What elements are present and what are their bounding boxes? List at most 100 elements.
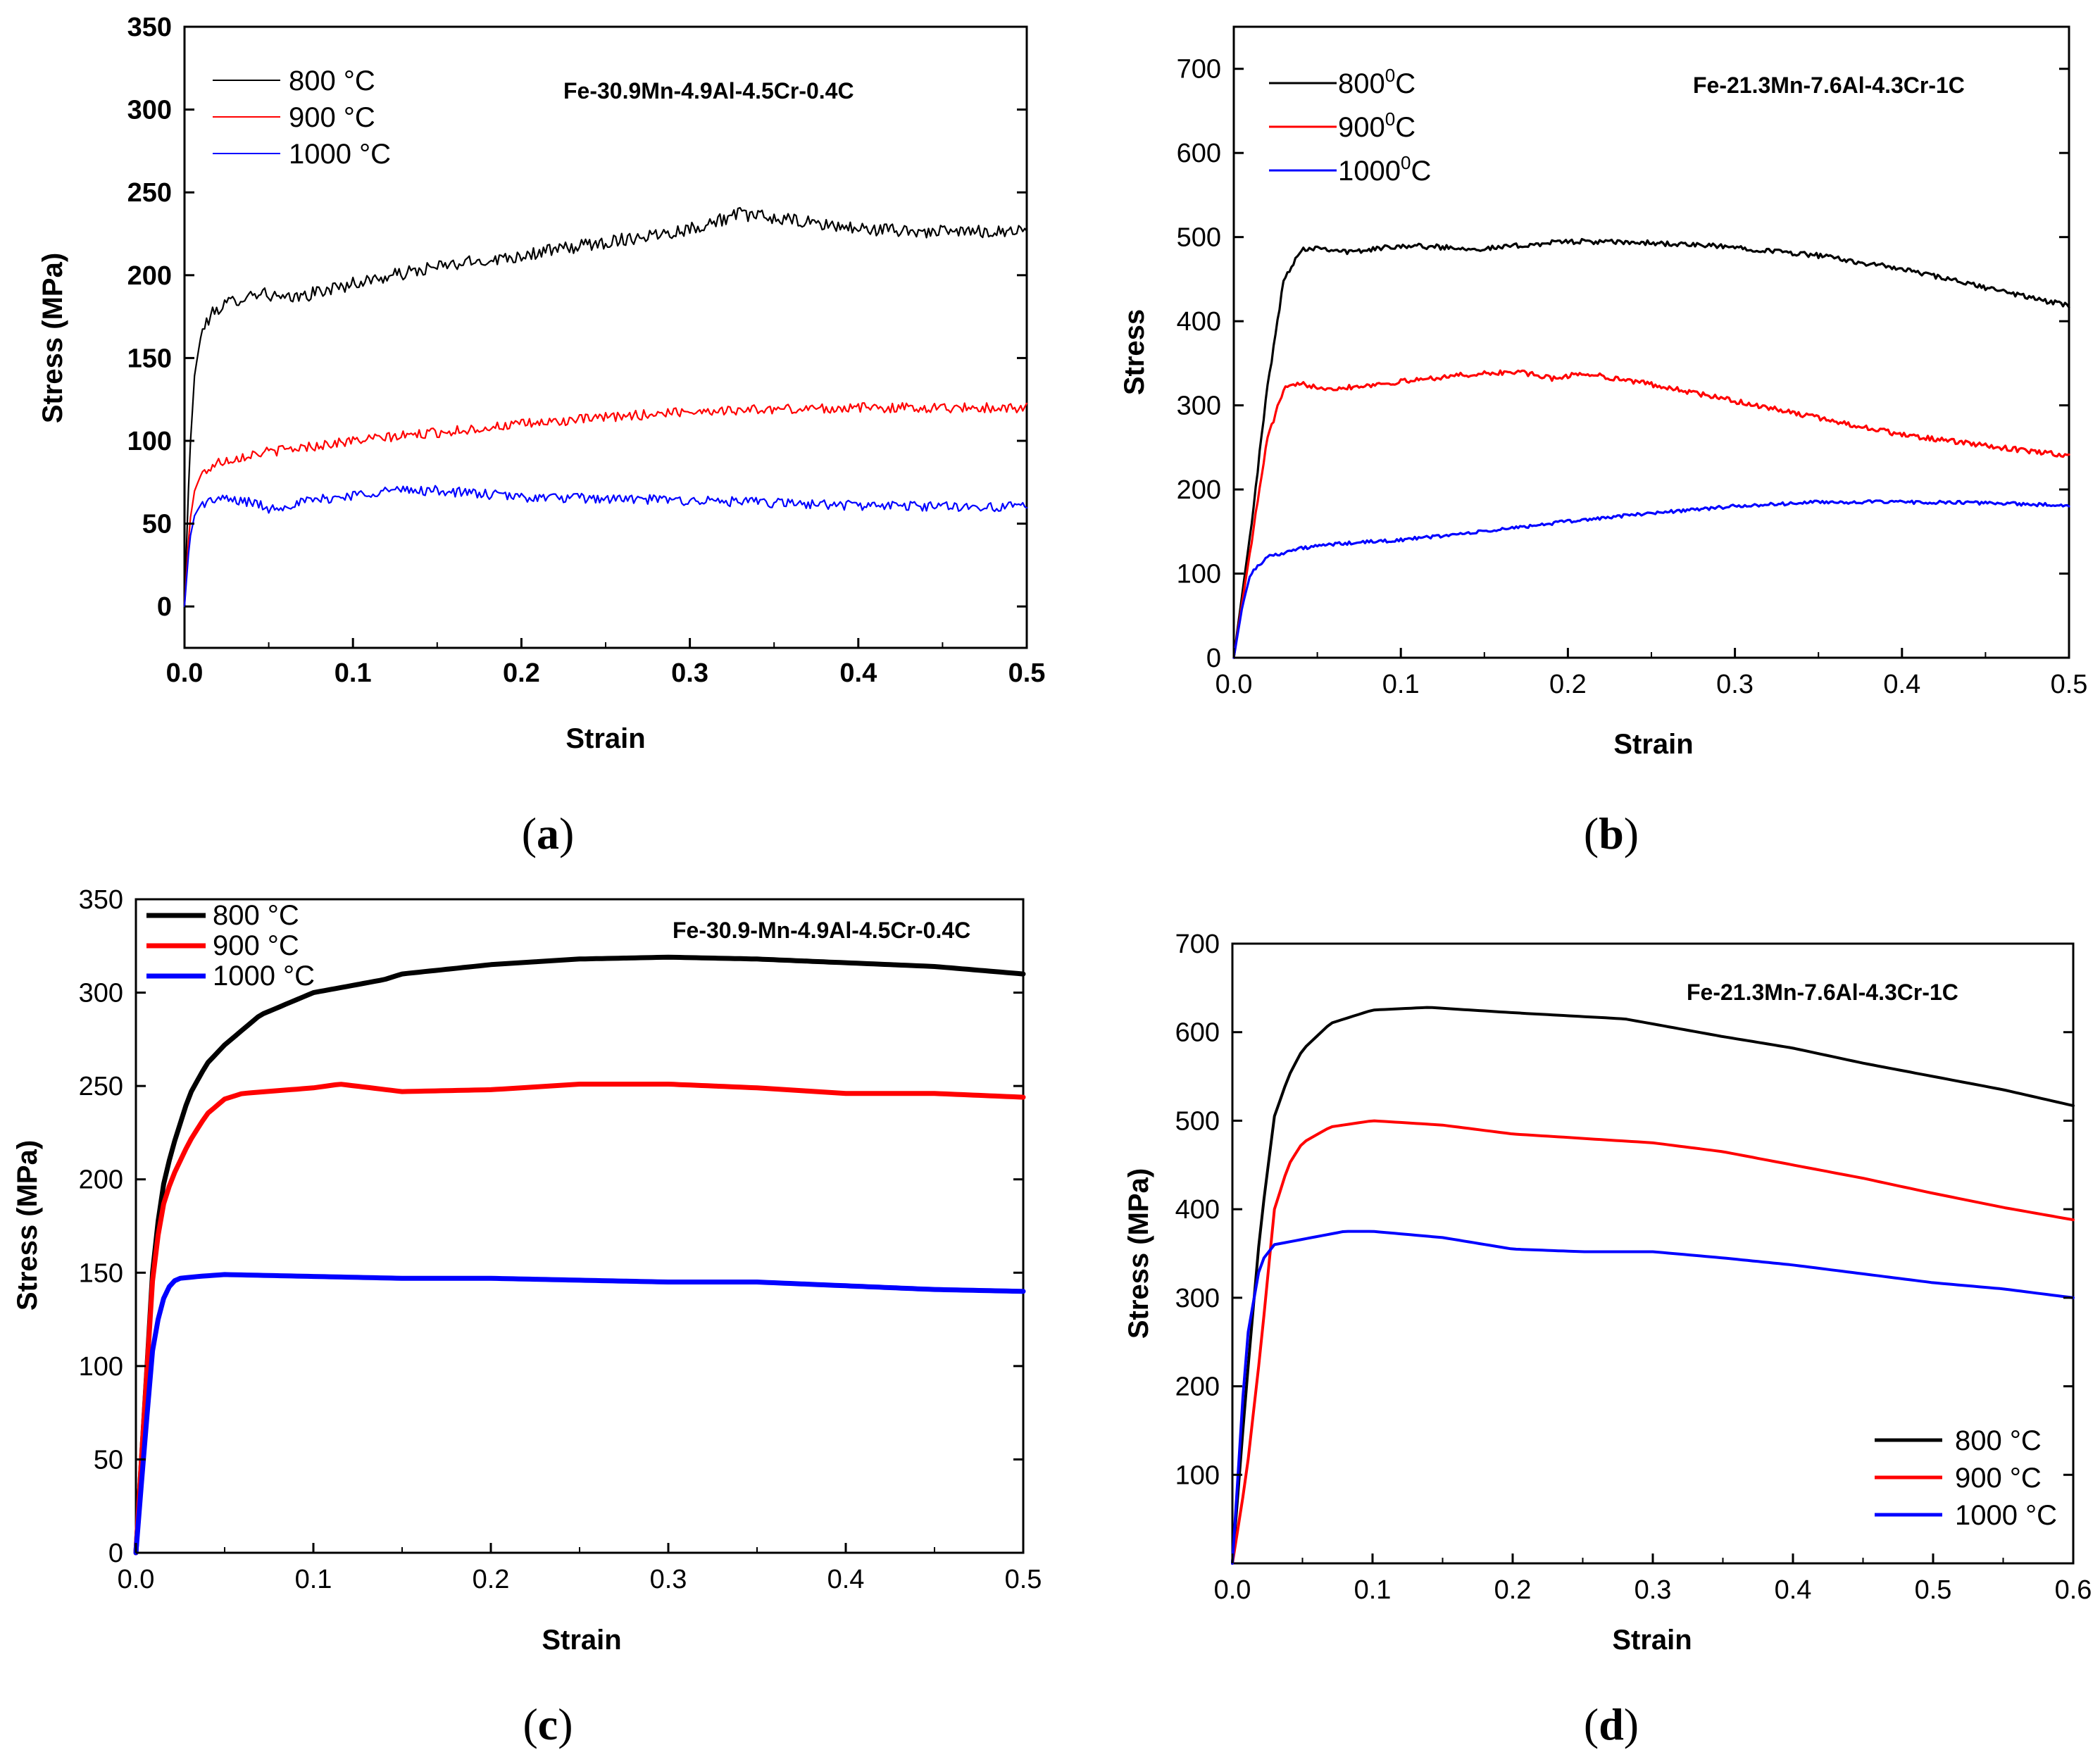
x-axis-label-c: Strain <box>542 1625 621 1656</box>
caption-d: (d) <box>1584 1699 1639 1749</box>
y-tick-label-b-7: 700 <box>1177 55 1221 85</box>
series-line-c-0 <box>133 954 1026 1556</box>
y-tick-label-c-2: 100 <box>79 1352 123 1382</box>
series-line-d-2 <box>1231 1230 2075 1565</box>
legend-b: 8000C 9000C 10000C <box>1269 65 1431 187</box>
x-tick-label-d-2: 0.2 <box>1494 1575 1532 1605</box>
x-tick-label-b-5: 0.5 <box>2051 670 2088 699</box>
legend-label-b-1: 9000C <box>1338 108 1415 143</box>
x-tick-label-a-3: 0.3 <box>671 658 708 688</box>
x-tick-label-c-1: 0.1 <box>295 1565 332 1594</box>
series-line-c-2 <box>133 1272 1026 1556</box>
series-line-c-1 <box>133 1082 1026 1556</box>
y-tick-label-c-1: 50 <box>94 1445 123 1475</box>
legend-value-b-1: 900 <box>1338 112 1385 143</box>
series-line-b-2 <box>1232 499 2070 659</box>
y-tick-label-a-2: 100 <box>127 427 172 456</box>
y-tick-label-c-6: 300 <box>79 979 123 1008</box>
series-line-b-0 <box>1232 237 2070 659</box>
y-tick-label-a-3: 150 <box>127 344 172 373</box>
x-tick-label-d-6: 0.6 <box>2055 1575 2092 1605</box>
legend-value-b-0: 800 <box>1338 68 1385 99</box>
ticks-d: 0.0 0.1 0.2 0.3 0.4 0.5 0.6 100 200 300 400 500 600 7… <box>1175 930 2092 1605</box>
legend-label-c-1: 900 °C <box>213 930 299 961</box>
y-tick-label-b-2: 200 <box>1177 475 1221 505</box>
y-tick-label-c-7: 350 <box>79 885 123 915</box>
y-tick-label-a-1: 50 <box>142 510 172 539</box>
y-tick-label-d-3: 400 <box>1175 1195 1220 1225</box>
plot-frame-c <box>135 898 1025 1554</box>
y-tick-label-a-4: 200 <box>127 261 172 291</box>
ticks-b: 0.0 0.1 0.2 0.3 0.4 0.5 0 100 200 300 400 500 600 700 <box>1177 55 2088 699</box>
x-tick-label-d-1: 0.1 <box>1354 1575 1392 1605</box>
panel-c: 0.0 0.1 0.2 0.3 0.4 0.5050100150200250300350 … <box>12 885 1042 1749</box>
series-line-a-2 <box>183 484 1028 608</box>
legend-label-a-0: 800 °C <box>289 65 375 96</box>
legend-label-b-0: 8000C <box>1338 65 1415 99</box>
ticks-c: 0.0 0.1 0.2 0.3 0.4 0.5 0 50 100 150 200 250 300 350 <box>79 885 1042 1594</box>
legend-label-b-2: 10000C <box>1338 152 1431 187</box>
x-tick-label-a-1: 0.1 <box>335 658 372 688</box>
y-axis-label-b: Stress <box>1119 309 1150 395</box>
y-tick-label-a-7: 350 <box>127 13 172 42</box>
series-line-a-1 <box>183 402 1028 608</box>
y-tick-label-c-3: 150 <box>79 1258 123 1288</box>
ticks-a: 0.0 0.1 0.2 0.3 0.4 0.5 0 50 100 150 200 250 300 350 <box>127 13 1046 688</box>
x-axis-label-a: Strain <box>565 723 645 754</box>
legend-label-c-2: 1000 °C <box>213 961 315 992</box>
series-line-b-1 <box>1232 369 2070 659</box>
x-tick-label-d-0: 0.0 <box>1214 1575 1251 1605</box>
curves-b <box>1232 237 2070 659</box>
caption-a: (a) <box>522 808 575 858</box>
legend-unit-b-1: C <box>1395 112 1415 143</box>
chart-title-c: Fe-30.9-Mn-4.9Al-4.5Cr-0.4C <box>673 918 970 943</box>
legend-label-d-2: 1000 °C <box>1955 1500 2057 1531</box>
chart-title-a: Fe-30.9Mn-4.9Al-4.5Cr-0.4C <box>563 78 854 104</box>
y-tick-label-d-6: 700 <box>1175 930 1220 959</box>
caption-letter-a: a <box>537 808 559 858</box>
x-tick-label-b-1: 0.1 <box>1382 670 1420 699</box>
x-tick-label-a-0: 0.0 <box>166 658 204 688</box>
x-tick-label-c-2: 0.2 <box>473 1565 510 1594</box>
curves-c <box>133 954 1026 1556</box>
legend-unit-b-0: C <box>1395 68 1415 99</box>
legend-label-c-0: 800 °C <box>213 900 299 931</box>
y-tick-label-c-0: 0 <box>108 1539 123 1568</box>
y-axis-label-d: Stress (MPa) <box>1123 1168 1154 1339</box>
x-axis-label-b: Strain <box>1613 729 1693 760</box>
y-tick-label-d-1: 200 <box>1175 1373 1220 1402</box>
legend-label-d-0: 800 °C <box>1955 1425 2042 1456</box>
legend-degree-b-1: 0 <box>1385 108 1395 130</box>
legend-degree-b-0: 0 <box>1385 65 1395 86</box>
x-tick-label-d-4: 0.4 <box>1775 1575 1812 1605</box>
legend-c: 800 °C 900 °C 1000 °C <box>146 900 315 992</box>
caption-b: (b) <box>1584 808 1639 858</box>
caption-letter-d: d <box>1599 1699 1624 1749</box>
y-tick-label-c-5: 250 <box>79 1072 123 1101</box>
series-line-d-0 <box>1231 1006 2075 1565</box>
caption-c: (c) <box>523 1699 573 1749</box>
legend-value-b-2: 1000 <box>1338 156 1401 187</box>
legend-label-a-2: 1000 °C <box>289 139 391 170</box>
x-tick-label-b-4: 0.4 <box>1883 670 1920 699</box>
x-tick-label-c-5: 0.5 <box>1005 1565 1042 1594</box>
series-line-d-1 <box>1231 1119 2075 1565</box>
x-tick-label-a-2: 0.2 <box>503 658 540 688</box>
legend-degree-b-2: 0 <box>1401 152 1411 173</box>
chart-title-b: Fe-21.3Mn-7.6Al-4.3Cr-1C <box>1693 73 1965 98</box>
y-tick-label-a-6: 300 <box>127 96 172 125</box>
y-axis-label-c: Stress (MPa) <box>12 1140 43 1311</box>
x-tick-label-b-0: 0.0 <box>1215 670 1253 699</box>
x-tick-label-c-0: 0.0 <box>118 1565 155 1594</box>
series-line-a-0 <box>183 206 1028 608</box>
legend-d: 800 °C 900 °C 1000 °C <box>1875 1425 2057 1531</box>
plot-frame-d <box>1231 942 2075 1565</box>
panel-d: 0.0 0.1 0.2 0.3 0.4 0.5 0.6 100 200 300 400 500 600 7… <box>1123 930 2092 1749</box>
y-tick-label-b-4: 400 <box>1177 307 1221 337</box>
y-axis-label-a: Stress (MPa) <box>37 253 68 423</box>
chart-title-d: Fe-21.3Mn-7.6Al-4.3Cr-1C <box>1687 980 1958 1005</box>
legend-label-d-1: 900 °C <box>1955 1463 2042 1494</box>
x-tick-label-b-3: 0.3 <box>1716 670 1754 699</box>
x-tick-label-c-4: 0.4 <box>827 1565 865 1594</box>
x-tick-label-b-2: 0.2 <box>1549 670 1587 699</box>
